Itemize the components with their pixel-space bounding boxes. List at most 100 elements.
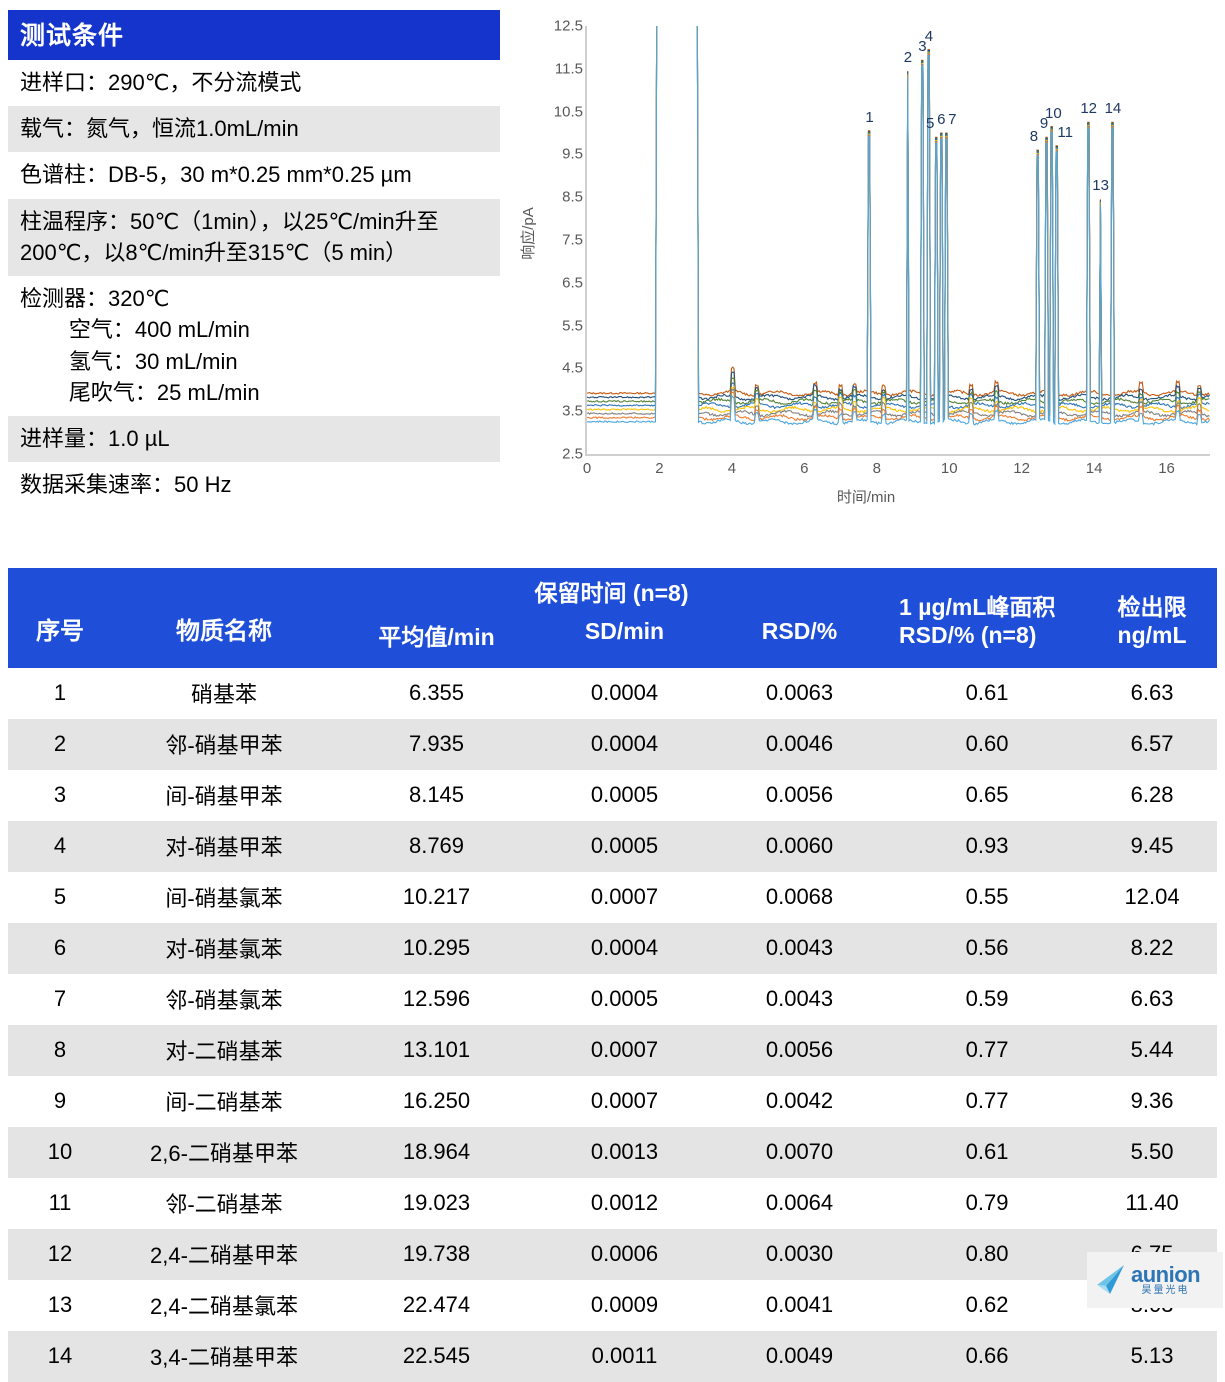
cell-lod: 6.28 — [1087, 770, 1218, 821]
cell-rt-sd: 0.0004 — [537, 719, 712, 770]
conditions-row-list: 进样口：290℃，不分流模式 载气：氮气，恒流1.0mL/min 色谱柱：DB-5，… — [8, 60, 500, 509]
y-tick-label: 5.5 — [562, 317, 583, 335]
cell-area-rsd: 0.77 — [887, 1076, 1088, 1127]
peak-label-4: 4 — [924, 27, 934, 45]
peak-label-10: 10 — [1045, 104, 1062, 122]
table-body: 1 硝基苯 6.355 0.0004 0.0063 0.61 6.63 2 邻-硝基甲苯 7.93… — [8, 668, 1218, 1382]
x-tick-label: 6 — [800, 460, 809, 477]
cell-area-rsd: 0.55 — [887, 872, 1088, 923]
chromatogram-trace — [586, 4, 1210, 399]
chromatogram-trace — [586, 4, 1210, 414]
cell-name: 邻-硝基氯苯 — [112, 974, 336, 1025]
x-tick-label: 12 — [1013, 460, 1030, 477]
cell-area-rsd: 0.61 — [887, 1127, 1088, 1178]
peak-label-11: 11 — [1057, 123, 1073, 141]
cell-rt-sd: 0.0004 — [537, 923, 712, 974]
table-row: 2 邻-硝基甲苯 7.935 0.0004 0.0046 0.60 6.57 — [8, 719, 1218, 770]
condition-row: 柱温程序：50℃（1min），以25℃/min升至200℃，以8℃/min升至3… — [8, 198, 500, 277]
cell-name: 2,6-二硝基甲苯 — [112, 1127, 336, 1178]
cell-rt-rsd: 0.0060 — [712, 821, 888, 872]
chromatogram-trace — [586, 4, 1210, 418]
y-axis-ticks: 2.5 3.5 4.5 5.5 6.5 7.5 8.5 9.5 10.5 11.5 12.5 — [527, 18, 583, 463]
chromatogram-trace — [586, 4, 1210, 427]
cell-area-rsd: 0.65 — [887, 770, 1088, 821]
cell-rt-rsd: 0.0063 — [712, 668, 888, 719]
cell-rt-sd: 0.0005 — [537, 821, 712, 872]
peak-label-3: 3 — [918, 38, 927, 56]
cell-rt-mean: 7.935 — [336, 719, 537, 770]
cell-area-rsd: 0.59 — [887, 974, 1088, 1025]
th-index-label: 序号 — [36, 618, 84, 646]
watermark-brand: aunion — [1131, 1262, 1201, 1287]
th-lod-line2: ng/mL — [1117, 622, 1187, 649]
cell-rt-mean: 8.769 — [336, 821, 537, 872]
cell-area-rsd: 0.56 — [887, 923, 1088, 974]
table-row: 10 2,6-二硝基甲苯 18.964 0.0013 0.0070 0.61 5.50 — [8, 1127, 1218, 1178]
cell-lod: 8.22 — [1087, 923, 1218, 974]
th-rt-group-label: 保留时间 (n=8) — [534, 580, 689, 606]
table-row: 1 硝基苯 6.355 0.0004 0.0063 0.61 6.63 — [8, 668, 1218, 719]
x-tick-label: 4 — [727, 460, 737, 477]
cell-rt-mean: 19.738 — [336, 1229, 537, 1280]
y-tick-label: 12.5 — [553, 17, 583, 35]
cell-name: 间-硝基甲苯 — [112, 770, 336, 821]
cell-rt-mean: 13.101 — [336, 1025, 537, 1076]
chromatogram-trace — [586, 4, 1210, 410]
y-tick-label: 11.5 — [554, 60, 583, 78]
cell-rt-mean: 8.145 — [336, 770, 537, 821]
peak-label-6: 6 — [937, 111, 946, 128]
cell-name: 间-二硝基苯 — [112, 1076, 336, 1127]
cell-name: 间-硝基氯苯 — [112, 872, 336, 923]
cell-index: 4 — [8, 821, 112, 872]
cell-area-rsd: 0.79 — [887, 1178, 1088, 1229]
th-area-rsd-line2: RSD/% (n=8) — [899, 622, 1037, 649]
cell-name: 硝基苯 — [112, 668, 336, 719]
cell-index: 2 — [8, 719, 112, 770]
peak-label-9: 9 — [1039, 115, 1049, 133]
cell-index: 9 — [8, 1076, 112, 1127]
cell-rt-sd: 0.0004 — [537, 668, 712, 719]
th-rt-mean-label: 平均值/min — [378, 624, 495, 650]
chromatogram-trace — [586, 4, 1210, 422]
cell-name: 2,4-二硝基甲苯 — [112, 1229, 336, 1280]
x-tick-label: 0 — [582, 460, 592, 477]
cell-name: 对-硝基甲苯 — [112, 821, 336, 872]
cell-lod: 6.57 — [1087, 719, 1218, 770]
table-row: 9 间-二硝基苯 16.250 0.0007 0.0042 0.77 9.36 — [8, 1076, 1218, 1127]
x-tick-label: 14 — [1085, 460, 1103, 477]
condition-row: 进样量：1.0 µL — [8, 416, 500, 463]
y-tick-label: 9.5 — [562, 145, 583, 163]
cell-lod: 6.63 — [1087, 974, 1218, 1025]
cell-index: 1 — [8, 668, 112, 719]
cell-index: 8 — [8, 1025, 112, 1076]
cell-name: 2,4-二硝基氯苯 — [112, 1280, 336, 1331]
cell-index: 11 — [8, 1178, 112, 1229]
th-rt-sd-label: SD/min — [584, 618, 665, 644]
watermark-subtitle: 昊量光电 — [1141, 1285, 1190, 1296]
cell-rt-mean: 6.355 — [336, 668, 537, 719]
cell-rt-rsd: 0.0043 — [712, 974, 888, 1025]
peak-label-13: 13 — [1092, 177, 1109, 195]
y-tick-label: 3.5 — [562, 402, 583, 420]
y-tick-label: 8.5 — [562, 188, 583, 206]
cell-rt-mean: 10.295 — [336, 923, 537, 974]
cell-rt-mean: 19.023 — [336, 1178, 537, 1229]
x-tick-label: 10 — [940, 460, 958, 477]
cell-rt-rsd: 0.0046 — [712, 719, 888, 770]
peak-label-5: 5 — [925, 115, 935, 133]
cell-rt-rsd: 0.0049 — [712, 1331, 888, 1382]
th-lod: 检出限 ng/mL — [1087, 568, 1218, 668]
cell-index: 3 — [8, 770, 112, 821]
th-area-rsd-line1: 1 µg/mL峰面积 — [899, 593, 1056, 620]
table-row: 8 对-二硝基苯 13.101 0.0007 0.0056 0.77 5.44 — [8, 1025, 1218, 1076]
peak-label-14: 14 — [1104, 100, 1122, 118]
x-axis-title: 时间/min — [836, 489, 896, 506]
cell-lod: 5.50 — [1087, 1127, 1218, 1178]
cell-rt-rsd: 0.0056 — [712, 1025, 888, 1076]
cell-rt-rsd: 0.0042 — [712, 1076, 888, 1127]
chromatogram-trace — [586, 4, 1210, 403]
cell-area-rsd: 0.66 — [887, 1331, 1088, 1382]
table-row: 3 间-硝基甲苯 8.145 0.0005 0.0056 0.65 6.28 — [8, 770, 1218, 821]
